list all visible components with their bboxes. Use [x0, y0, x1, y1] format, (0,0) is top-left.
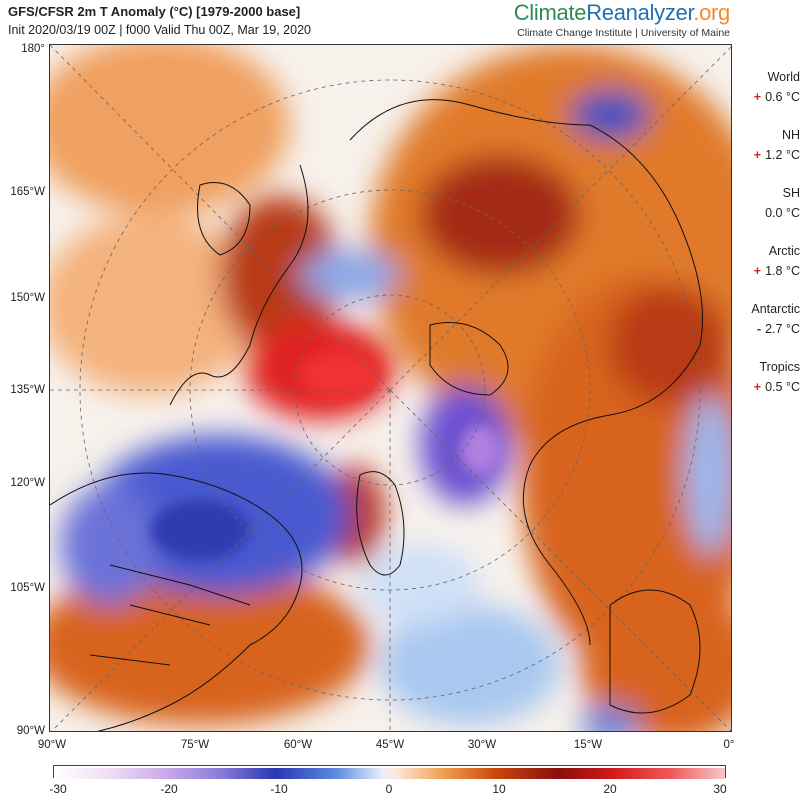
brand-logo-part2: Reanalyzer	[586, 0, 694, 25]
x-axis-label: 90°W	[37, 739, 67, 751]
colorbar-label: -20	[160, 782, 178, 796]
x-axis-label: 30°W	[467, 739, 497, 751]
stat-name: Antarctic	[751, 302, 800, 316]
stat-nh: NH +1.2 °C	[738, 128, 806, 186]
stat-tropics: Tropics +0.5 °C	[738, 360, 806, 418]
y-axis-label: 150°W	[10, 292, 45, 304]
colorbar-label: 0	[385, 782, 393, 796]
colorbar-gradient	[54, 768, 725, 779]
stat-name: SH	[782, 186, 800, 200]
colorbar	[53, 765, 726, 779]
anomaly-stats-panel: World +0.6 °C NH +1.2 °C SH 0.0 °C Arcti…	[738, 70, 806, 418]
stat-sign: -	[756, 322, 762, 336]
stat-value: 1.8 °C	[765, 264, 800, 278]
stat-world: World +0.6 °C	[738, 70, 806, 128]
x-axis-label: 60°W	[283, 739, 313, 751]
stat-sign: +	[753, 380, 762, 394]
anomaly-map	[49, 44, 732, 732]
map-title: GFS/CFSR 2m T Anomaly (°C) [1979-2000 ba…	[8, 4, 301, 19]
y-axis-label: 105°W	[10, 582, 45, 594]
stat-antarctic: Antarctic -2.7 °C	[738, 302, 806, 360]
graticule	[50, 45, 731, 731]
colorbar-label: 20	[603, 782, 617, 796]
stat-value: 1.2 °C	[765, 148, 800, 162]
stat-name: World	[767, 70, 800, 84]
colorbar-label: 30	[713, 782, 727, 796]
stat-sign: +	[753, 264, 762, 278]
stat-name: NH	[781, 128, 800, 142]
y-axis-label: 165°W	[10, 186, 45, 198]
brand-logo-part1: Climate	[513, 0, 587, 25]
stat-value: 0.5 °C	[765, 380, 800, 394]
x-axis-label: 75°W	[180, 739, 210, 751]
stat-sign: +	[753, 148, 762, 162]
stat-name: Arctic	[768, 244, 800, 258]
anomaly-field	[50, 45, 731, 731]
y-axis-label: 90°W	[16, 725, 45, 737]
brand-logo[interactable]: ClimateReanalyzer.org	[513, 0, 731, 26]
stat-name: Tropics	[759, 360, 800, 374]
x-axis-label: 45°W	[375, 739, 405, 751]
map-subtitle: Init 2020/03/19 00Z | f000 Valid Thu 00Z…	[8, 23, 311, 37]
coastlines	[50, 99, 703, 731]
stat-value: 0.6 °C	[765, 90, 800, 104]
anomaly-map-svg	[50, 45, 731, 731]
y-axis-label: 135°W	[10, 384, 45, 396]
stat-sign: +	[753, 90, 762, 104]
stat-value: 0.0 °C	[765, 206, 800, 220]
y-axis-label: 120°W	[10, 477, 45, 489]
x-axis-label: 0°	[723, 739, 735, 751]
stat-sh: SH 0.0 °C	[738, 186, 806, 244]
y-axis-label: 180°	[21, 43, 45, 55]
stat-arctic: Arctic +1.8 °C	[738, 244, 806, 302]
colorbar-label: 10	[492, 782, 506, 796]
stat-value: 2.7 °C	[765, 322, 800, 336]
brand-subtitle: Climate Change Institute | University of…	[517, 27, 730, 39]
colorbar-label: -10	[270, 782, 288, 796]
brand-logo-part3: .org	[693, 0, 730, 25]
anomaly-detail	[150, 350, 500, 560]
colorbar-label: -30	[49, 782, 67, 796]
x-axis-label: 15°W	[573, 739, 603, 751]
